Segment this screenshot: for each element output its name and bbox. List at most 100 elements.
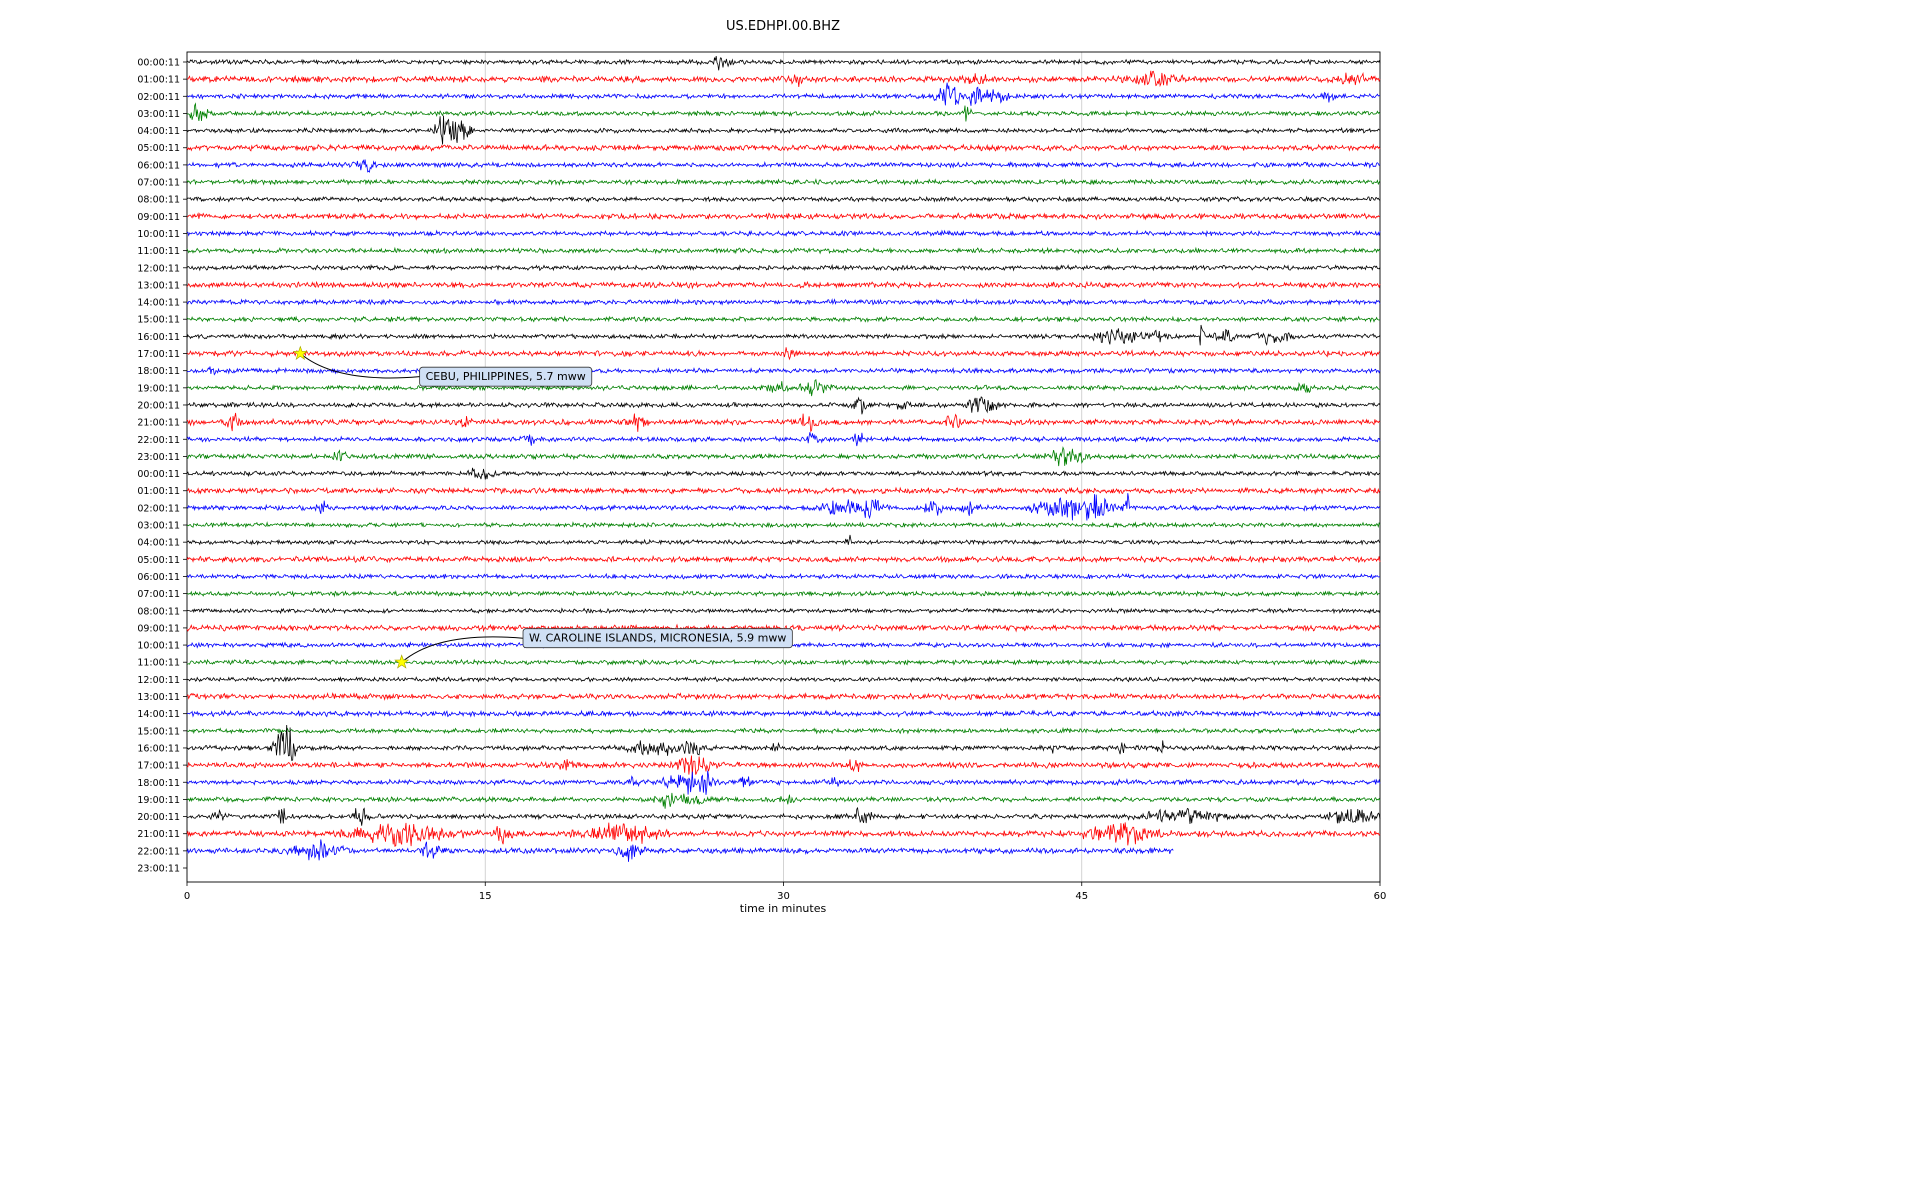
event-label: W. CAROLINE ISLANDS, MICRONESIA, 5.9 mww [529,632,786,645]
event-star-marker [394,654,410,669]
event-connector-line [401,636,524,663]
event-label-box [522,628,793,649]
trace-row [186,822,1381,847]
trace-row [186,366,1381,376]
row-time-label: 04:00:11 [137,538,180,549]
x-axis-title: time in minutes [740,902,827,915]
row-time-label: 19:00:11 [137,383,180,394]
row-time-label: 02:00:11 [137,92,180,103]
row-time-label: 23:00:11 [137,452,180,463]
x-tick-label: 0 [184,891,190,902]
x-tick-label: 60 [1374,891,1387,902]
trace-row [186,572,1381,581]
row-time-labels: 00:00:11 01:00:11 02:00:11 03:00:11 04:00:11… [137,58,187,875]
row-time-label: 04:00:11 [137,126,180,137]
trace-row [186,178,1381,187]
row-time-label: 03:00:11 [137,109,180,120]
row-time-label: 05:00:11 [137,555,180,566]
event-annotations: CEBU, PHILIPPINES, 5.7 mww W. CAROLINE IS… [292,345,793,669]
trace-row [186,726,1381,735]
row-time-label: 14:00:11 [137,709,180,720]
trace-row [186,770,1381,795]
row-time-label: 23:00:11 [137,864,180,875]
row-time-label: 12:00:11 [137,263,180,274]
row-time-label: 16:00:11 [137,332,180,343]
trace-row [186,115,1381,145]
trace-row [186,486,1381,496]
trace-row [186,658,1381,666]
event-connector-line [300,353,420,379]
trace-row [186,211,1381,221]
row-time-label: 07:00:11 [137,178,180,189]
trace-row [186,143,1381,153]
trace-row [186,298,1381,307]
row-time-label: 22:00:11 [137,846,180,857]
row-time-label: 07:00:11 [137,589,180,600]
row-time-label: 22:00:11 [137,435,180,446]
trace-row [186,315,1381,324]
row-time-label: 15:00:11 [137,315,180,326]
row-time-label: 12:00:11 [137,675,180,686]
row-time-label: 20:00:11 [137,400,180,411]
event-label: CEBU, PHILIPPINES, 5.7 mww [426,370,586,383]
trace-row [186,839,1174,862]
trace-row [186,709,1381,718]
row-time-label: 11:00:11 [137,658,180,669]
trace-row [186,229,1381,238]
trace-row [186,692,1381,701]
row-time-label: 00:00:11 [137,58,180,69]
row-time-label: 00:00:11 [137,469,180,480]
trace-row [186,378,1381,397]
row-time-label: 10:00:11 [137,641,180,652]
row-time-label: 19:00:11 [137,795,180,806]
row-time-label: 01:00:11 [137,486,180,497]
row-time-label: 08:00:11 [137,606,180,617]
x-axis-ticks: 0 15 30 45 60 [184,882,1387,902]
trace-row [186,446,1381,467]
trace-row [186,806,1381,826]
trace-row [186,159,1381,173]
trace-row [186,432,1381,447]
trace-row [186,590,1381,598]
trace-row [186,724,1381,762]
trace-row [186,195,1381,203]
row-time-label: 03:00:11 [137,521,180,532]
row-time-label: 18:00:11 [137,366,180,377]
row-time-label: 09:00:11 [137,623,180,634]
trace-row [186,70,1381,88]
trace-row [186,412,1381,433]
trace-row [186,755,1381,776]
row-time-label: 17:00:11 [137,349,180,360]
row-time-label: 08:00:11 [137,195,180,206]
trace-row [186,246,1381,255]
row-time-label: 10:00:11 [137,229,180,240]
trace-row [186,493,1381,521]
trace-row [186,554,1381,564]
event-label-box [419,366,593,387]
trace-row [186,792,1381,809]
trace-row [186,324,1381,346]
row-time-label: 06:00:11 [137,160,180,171]
row-time-label: 13:00:11 [137,280,180,291]
row-time-label: 20:00:11 [137,812,180,823]
trace-row [186,534,1381,546]
chart-title: US.EDHPI.00.BHZ [726,19,840,34]
gridlines [484,52,1083,882]
row-time-label: 02:00:11 [137,503,180,514]
trace-row [186,82,1381,106]
trace-row [186,102,1381,122]
trace-row [186,467,1381,480]
row-time-label: 05:00:11 [137,143,180,154]
row-time-label: 09:00:11 [137,212,180,223]
row-time-label: 15:00:11 [137,726,180,737]
trace-row [186,675,1381,683]
row-time-label: 21:00:11 [137,829,180,840]
trace-row [186,396,1381,415]
trace-row [186,263,1381,272]
trace-row [186,347,1381,361]
event-star-marker [292,345,308,360]
trace-row [187,56,1381,71]
row-time-label: 18:00:11 [137,778,180,789]
